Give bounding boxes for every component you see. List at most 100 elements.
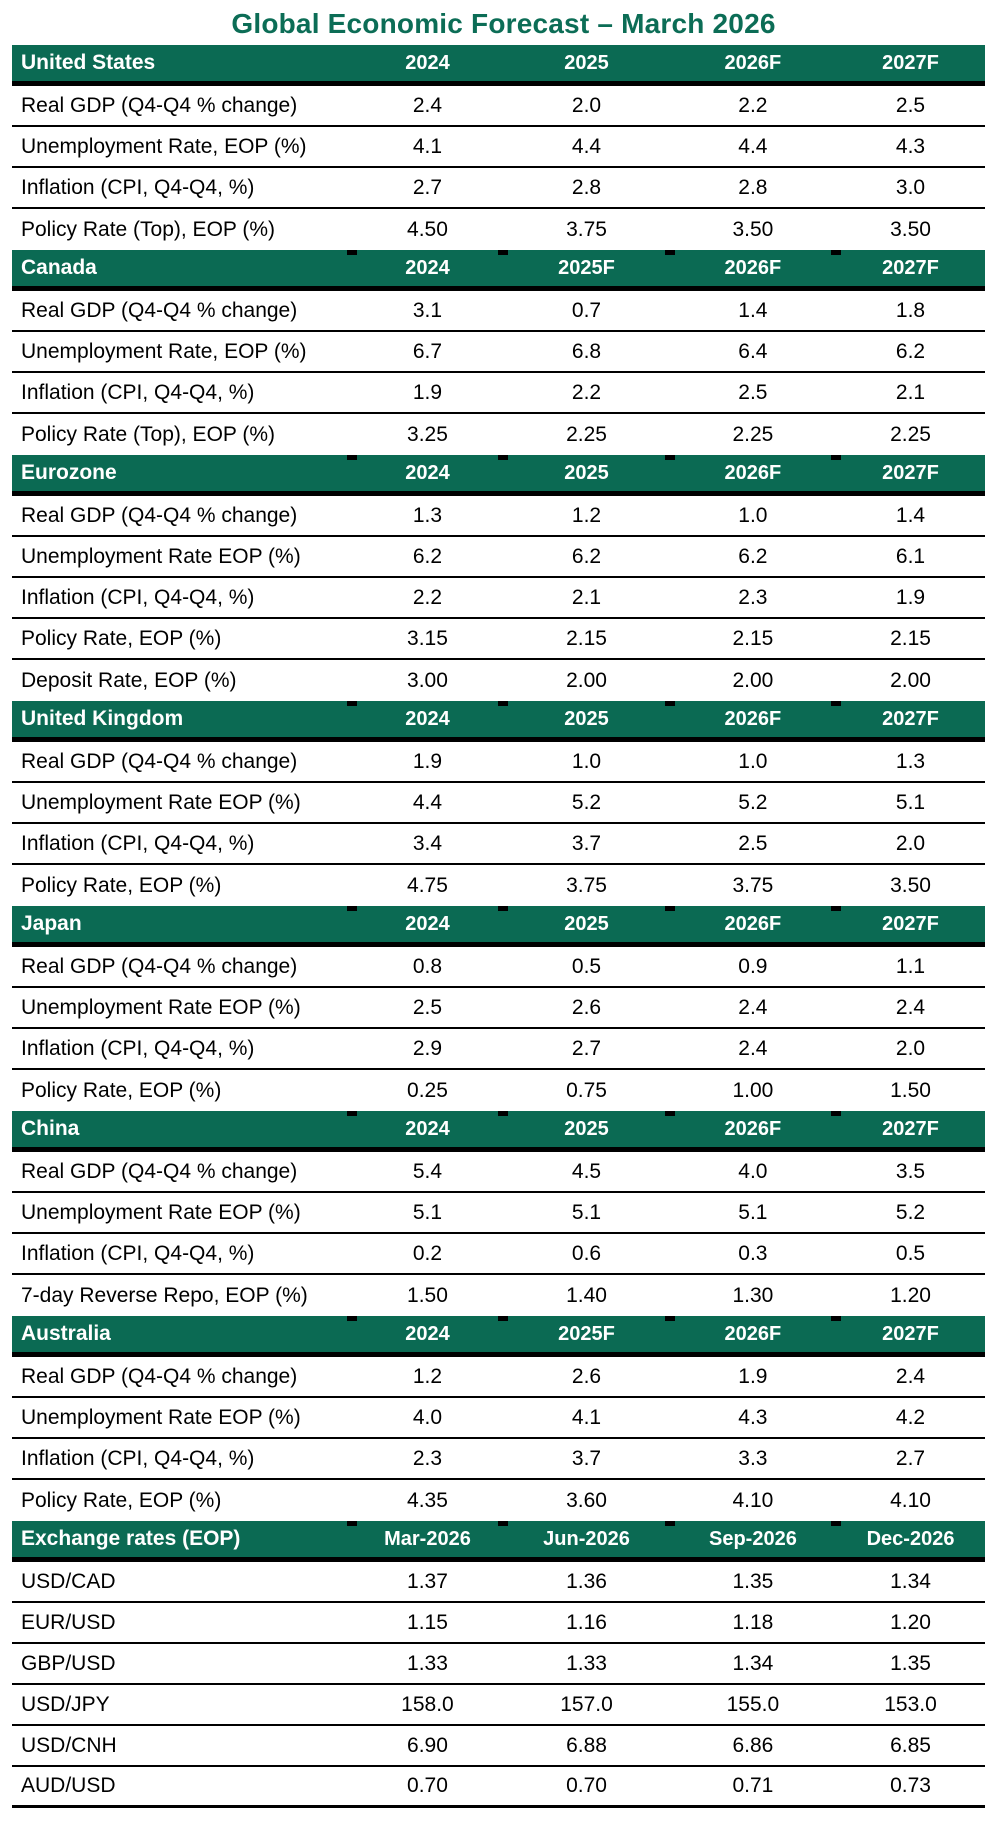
column-boundary-tick (831, 1111, 842, 1116)
cell-value: 2.5 (412, 995, 443, 1019)
cell-value: 3.60 (566, 1488, 607, 1512)
cell-value: 1.00 (732, 1078, 774, 1102)
cell-value: 2.4 (895, 995, 926, 1019)
row-label: Real GDP (Q4-Q4 % change) (21, 1159, 298, 1183)
column-header: 2026F (724, 1322, 782, 1345)
cell-value: 5.4 (412, 1159, 443, 1183)
column-boundary-tick (831, 701, 842, 706)
section-title: United States (21, 51, 156, 74)
column-header: 2027F (882, 1117, 939, 1140)
cell-value: 4.4 (412, 790, 443, 814)
column-boundary-tick (498, 906, 509, 911)
cell-value: 0.8 (412, 954, 443, 978)
row-label: Inflation (CPI, Q4-Q4, %) (21, 175, 255, 199)
row-label: Unemployment Rate, EOP (%) (21, 134, 307, 158)
column-boundary-tick (346, 1316, 357, 1321)
cell-value: 1.3 (412, 503, 443, 527)
cell-value: 4.3 (895, 134, 926, 158)
section-title: China (21, 1117, 80, 1140)
cell-value: 6.86 (732, 1733, 774, 1757)
column-header: 2024 (405, 912, 450, 935)
cell-value: 6.85 (890, 1733, 931, 1757)
column-header: 2024 (405, 256, 450, 279)
row-label: Real GDP (Q4-Q4 % change) (21, 1364, 298, 1388)
cell-value: 1.9 (412, 380, 443, 404)
table-row: Real GDP (Q4-Q4 % change) 5.4 4.5 4.0 3.5 (12, 1152, 985, 1193)
column-header: Mar-2026 (384, 1527, 471, 1550)
column-boundary-tick (346, 1521, 357, 1526)
section-title: Japan (21, 912, 82, 935)
cell-value: 4.4 (738, 134, 768, 158)
column-header: 2025 (564, 707, 609, 730)
table-row: Unemployment Rate EOP (%) 4.4 5.2 5.2 5.1 (12, 783, 985, 824)
cell-value: 2.15 (566, 626, 607, 650)
table-row: GBP/USD 1.33 1.33 1.34 1.35 (12, 1644, 985, 1685)
cell-value: 1.3 (895, 749, 926, 773)
row-label: Real GDP (Q4-Q4 % change) (21, 503, 298, 527)
cell-value: 2.1 (571, 585, 602, 609)
row-label: Policy Rate, EOP (%) (21, 1078, 222, 1102)
column-header: 2025F (558, 256, 615, 279)
row-label: Inflation (CPI, Q4-Q4, %) (21, 585, 255, 609)
row-label: Inflation (CPI, Q4-Q4, %) (21, 380, 255, 404)
cell-value: 2.7 (412, 175, 443, 199)
table-row: Real GDP (Q4-Q4 % change) 2.4 2.0 2.2 2.5 (12, 86, 985, 127)
cell-value: 2.4 (738, 995, 768, 1019)
column-header: 2026F (724, 1117, 782, 1140)
section-title: Australia (21, 1322, 111, 1345)
cell-value: 2.9 (412, 1036, 443, 1060)
column-boundary-tick (346, 250, 357, 255)
cell-value: 2.5 (895, 93, 926, 117)
row-label: Policy Rate, EOP (%) (21, 873, 222, 897)
table-row: AUD/USD 0.70 0.70 0.71 0.73 (12, 1767, 985, 1808)
cell-value: 6.2 (571, 544, 602, 568)
cell-value: 1.37 (407, 1569, 448, 1593)
table-row: Real GDP (Q4-Q4 % change) 1.2 2.6 1.9 2.4 (12, 1357, 985, 1398)
section-header-row: Canada 2024 2025F 2026F 2027F (12, 250, 985, 291)
table-row: Inflation (CPI, Q4-Q4, %) 1.9 2.2 2.5 2.1 (12, 373, 985, 414)
column-header: 2027F (882, 256, 939, 279)
table-row: USD/CAD 1.37 1.36 1.35 1.34 (12, 1562, 985, 1603)
row-label: Real GDP (Q4-Q4 % change) (21, 93, 298, 117)
cell-value: 1.0 (738, 749, 768, 773)
table-row: Inflation (CPI, Q4-Q4, %) 2.7 2.8 2.8 3.0 (12, 168, 985, 209)
row-label: Unemployment Rate EOP (%) (21, 544, 301, 568)
cell-value: 2.0 (895, 1036, 926, 1060)
cell-value: 1.40 (566, 1283, 607, 1307)
cell-value: 2.00 (732, 668, 774, 692)
cell-value: 1.16 (566, 1610, 607, 1634)
cell-value: 4.1 (412, 134, 443, 158)
cell-value: 1.30 (732, 1283, 774, 1307)
cell-value: 0.9 (738, 954, 768, 978)
cell-value: 2.7 (895, 1446, 926, 1470)
column-boundary-tick (664, 1521, 675, 1526)
cell-value: 4.2 (895, 1405, 926, 1429)
column-header: 2026F (724, 707, 782, 730)
cell-value: 2.1 (895, 380, 926, 404)
cell-value: 2.8 (738, 175, 768, 199)
cell-value: 155.0 (726, 1692, 780, 1716)
cell-value: 158.0 (401, 1692, 454, 1716)
section-header-row: United States 2024 2025 2026F 2027F (12, 45, 985, 86)
cell-value: 6.2 (895, 339, 926, 363)
row-label: Unemployment Rate EOP (%) (21, 1405, 301, 1429)
cell-value: 0.5 (895, 1241, 926, 1265)
cell-value: 6.2 (412, 544, 443, 568)
cell-value: 2.25 (890, 422, 931, 446)
table-row: Real GDP (Q4-Q4 % change) 0.8 0.5 0.9 1.1 (12, 947, 985, 988)
cell-value: 0.6 (571, 1241, 602, 1265)
cell-value: 4.10 (732, 1488, 774, 1512)
column-header: 2025 (564, 912, 609, 935)
column-header: 2025F (558, 1322, 615, 1345)
table-row: 7-day Reverse Repo, EOP (%) 1.50 1.40 1.30 1… (12, 1275, 985, 1316)
column-boundary-tick (664, 1316, 675, 1321)
cell-value: 3.7 (571, 1446, 602, 1470)
cell-value: 4.50 (407, 217, 448, 241)
column-boundary-tick (498, 1521, 509, 1526)
column-header: 2024 (405, 1322, 450, 1345)
table-row: Unemployment Rate EOP (%) 2.5 2.6 2.4 2.4 (12, 988, 985, 1029)
column-boundary-tick (346, 455, 357, 460)
cell-value: 4.1 (571, 1405, 602, 1429)
column-boundary-tick (831, 455, 842, 460)
